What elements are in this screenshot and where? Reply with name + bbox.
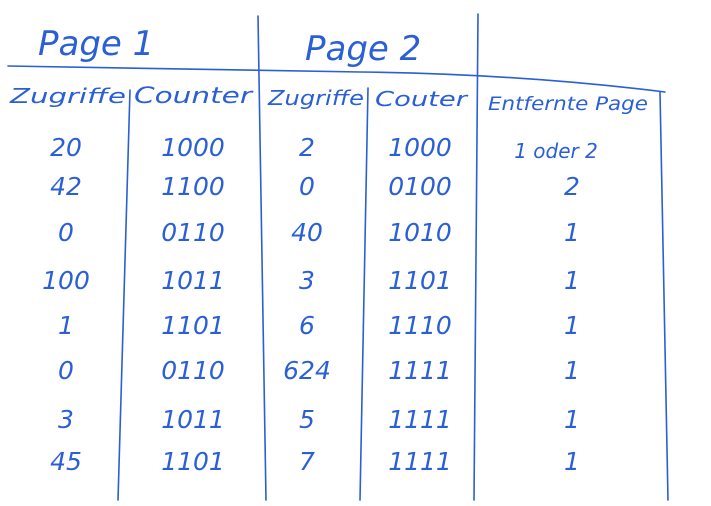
cell-p2-zugriffe: 0 xyxy=(299,172,315,201)
cell-removed-page: 1 xyxy=(564,218,580,247)
group-title-page-2: Page 2 xyxy=(305,29,421,69)
cell-removed-page: 1 xyxy=(564,447,580,476)
cell-p1-counter: 1000 xyxy=(161,133,225,162)
group-titles: Page 1 Page 2 xyxy=(38,24,421,69)
cell-removed-page: 1 xyxy=(564,311,580,340)
column-divider-4 xyxy=(473,13,479,501)
column-divider-1 xyxy=(117,89,131,501)
header-rule xyxy=(7,65,666,93)
cell-p2-counter: 1111 xyxy=(388,356,452,385)
cell-p1-zugriffe: 1 xyxy=(58,311,74,340)
cell-p2-zugriffe: 5 xyxy=(299,405,315,434)
header-page2-couter: Couter xyxy=(375,87,469,111)
cell-p1-zugriffe: 0 xyxy=(58,218,74,247)
cell-p1-counter: 0110 xyxy=(161,356,225,385)
cell-p1-zugriffe: 45 xyxy=(50,447,82,476)
cell-p1-zugriffe: 100 xyxy=(42,266,90,295)
header-removed-page-subtitle: 1 oder 2 xyxy=(514,139,598,163)
cell-p1-counter: 1101 xyxy=(161,311,225,340)
cell-p1-zugriffe: 0 xyxy=(58,356,74,385)
cell-p1-counter: 0110 xyxy=(161,218,225,247)
cell-removed-page: 1 xyxy=(564,266,580,295)
cell-p2-counter: 1110 xyxy=(388,311,452,340)
cell-p2-counter: 1000 xyxy=(388,133,452,162)
header-page1-zugriffe: Zugriffe xyxy=(9,84,126,108)
header-removed-page: Entfernte Page xyxy=(488,93,648,115)
cell-p2-counter: 1010 xyxy=(388,218,452,247)
cell-p1-zugriffe: 20 xyxy=(50,133,82,162)
column-divider-5 xyxy=(659,91,669,501)
group-title-page-1: Page 1 xyxy=(38,24,154,64)
cell-p2-zugriffe: 40 xyxy=(291,218,323,247)
cell-p1-zugriffe: 3 xyxy=(58,405,74,434)
cell-p1-zugriffe: 42 xyxy=(50,172,82,201)
cell-p1-counter: 1011 xyxy=(161,405,225,434)
column-divider-3 xyxy=(359,87,369,501)
cell-p1-counter: 1101 xyxy=(161,447,225,476)
column-divider-2 xyxy=(257,15,267,501)
cell-p2-zugriffe: 2 xyxy=(299,133,315,162)
cell-p2-zugriffe: 3 xyxy=(299,266,315,295)
cell-p2-zugriffe: 6 xyxy=(299,311,315,340)
table-lines xyxy=(7,13,669,501)
cell-p1-counter: 1100 xyxy=(161,172,225,201)
header-page1-counter: Counter xyxy=(134,84,255,109)
cell-p1-counter: 1011 xyxy=(161,266,225,295)
cell-p2-zugriffe: 624 xyxy=(283,356,331,385)
cell-removed-page: 1 xyxy=(564,356,580,385)
cell-p2-zugriffe: 7 xyxy=(299,447,315,476)
header-page2-zugriffe: Zugriffe xyxy=(267,86,364,110)
cell-p2-counter: 1111 xyxy=(388,447,452,476)
cell-removed-page: 2 xyxy=(564,172,580,201)
cell-p2-counter: 1111 xyxy=(388,405,452,434)
cell-p2-counter: 1101 xyxy=(388,266,452,295)
cell-p2-counter: 0100 xyxy=(388,172,452,201)
cell-removed-page: 1 xyxy=(564,405,580,434)
column-headers: Zugriffe Counter Zugriffe Couter Entfern… xyxy=(9,84,648,163)
